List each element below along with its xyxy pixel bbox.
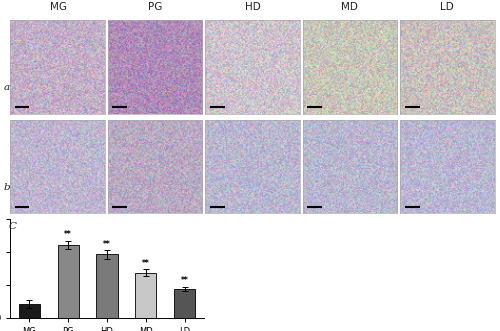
Bar [96,255,117,318]
Bar [174,289,195,318]
Text: a: a [4,83,10,92]
Text: MG: MG [50,2,67,12]
Text: C: C [8,222,16,231]
Bar [58,245,79,318]
Text: **: ** [64,230,72,239]
Text: **: ** [142,259,150,268]
Text: **: ** [180,276,188,285]
Text: PG: PG [148,2,162,12]
Text: b: b [4,182,10,192]
Text: HD: HD [244,2,260,12]
Text: MD: MD [341,2,358,12]
Text: **: ** [103,240,111,249]
Bar [19,304,40,318]
Text: LD: LD [440,2,454,12]
Bar [135,272,156,318]
